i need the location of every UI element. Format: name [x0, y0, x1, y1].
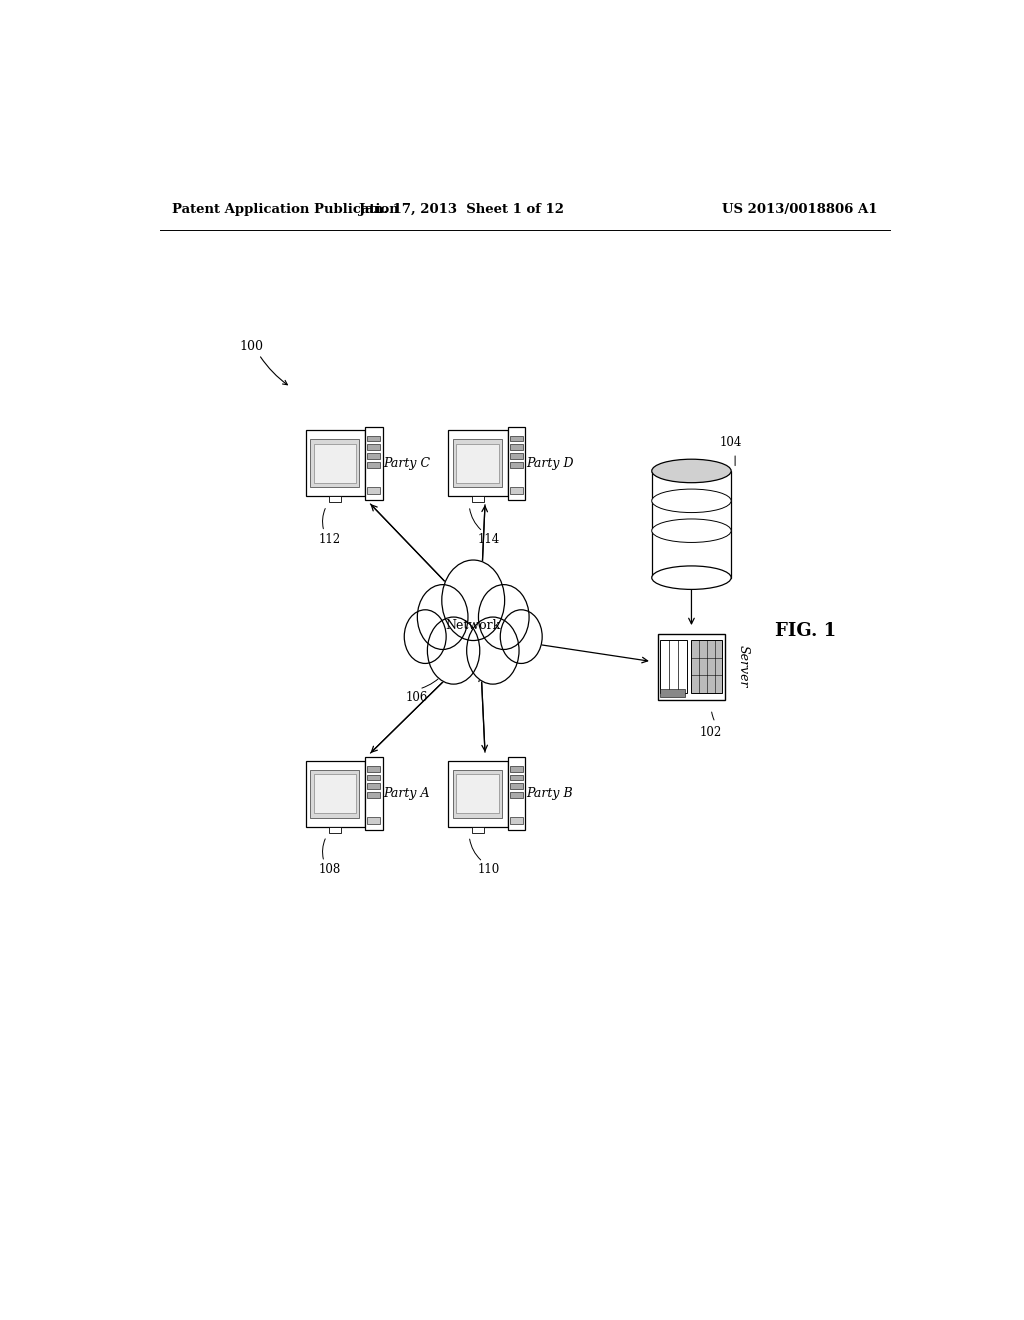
FancyBboxPatch shape: [660, 689, 685, 697]
Circle shape: [501, 610, 542, 664]
Text: 110: 110: [477, 863, 500, 876]
FancyBboxPatch shape: [368, 462, 380, 467]
FancyBboxPatch shape: [366, 426, 383, 500]
FancyBboxPatch shape: [368, 445, 380, 450]
Text: Party C: Party C: [384, 457, 431, 470]
FancyBboxPatch shape: [368, 775, 380, 780]
Text: Database: Database: [685, 495, 698, 554]
FancyBboxPatch shape: [510, 783, 523, 789]
FancyBboxPatch shape: [368, 453, 380, 459]
Text: US 2013/0018806 A1: US 2013/0018806 A1: [723, 203, 878, 215]
FancyBboxPatch shape: [454, 770, 502, 817]
Text: 106: 106: [406, 690, 428, 704]
FancyBboxPatch shape: [368, 487, 380, 494]
FancyBboxPatch shape: [472, 826, 484, 833]
FancyBboxPatch shape: [510, 462, 523, 467]
Text: Patent Application Publication: Patent Application Publication: [172, 203, 398, 215]
Text: 114: 114: [477, 533, 500, 546]
FancyBboxPatch shape: [510, 436, 523, 441]
FancyBboxPatch shape: [472, 496, 484, 503]
FancyBboxPatch shape: [330, 496, 341, 503]
Text: Party D: Party D: [526, 457, 573, 470]
Text: Party B: Party B: [526, 787, 573, 800]
FancyBboxPatch shape: [510, 445, 523, 450]
Circle shape: [418, 585, 468, 649]
Text: 112: 112: [318, 533, 341, 546]
FancyBboxPatch shape: [368, 436, 380, 441]
FancyBboxPatch shape: [368, 783, 380, 789]
Circle shape: [427, 616, 480, 684]
Text: Network: Network: [445, 619, 501, 632]
FancyBboxPatch shape: [660, 640, 687, 693]
FancyBboxPatch shape: [510, 453, 523, 459]
FancyBboxPatch shape: [310, 440, 359, 487]
Ellipse shape: [652, 490, 731, 512]
FancyBboxPatch shape: [313, 774, 356, 813]
FancyBboxPatch shape: [651, 471, 731, 578]
FancyBboxPatch shape: [510, 766, 523, 772]
Circle shape: [467, 616, 519, 684]
FancyBboxPatch shape: [457, 774, 499, 813]
Circle shape: [441, 560, 505, 640]
FancyBboxPatch shape: [305, 430, 366, 496]
FancyBboxPatch shape: [510, 817, 523, 825]
Text: FIG. 1: FIG. 1: [775, 622, 836, 640]
FancyBboxPatch shape: [330, 826, 341, 833]
FancyBboxPatch shape: [457, 444, 499, 483]
FancyBboxPatch shape: [510, 792, 523, 799]
Circle shape: [478, 585, 529, 649]
FancyBboxPatch shape: [368, 766, 380, 772]
Circle shape: [404, 610, 446, 664]
FancyBboxPatch shape: [449, 760, 508, 826]
FancyBboxPatch shape: [305, 760, 366, 826]
FancyBboxPatch shape: [508, 758, 525, 830]
FancyBboxPatch shape: [510, 775, 523, 780]
FancyBboxPatch shape: [657, 634, 725, 700]
Text: Jan. 17, 2013  Sheet 1 of 12: Jan. 17, 2013 Sheet 1 of 12: [358, 203, 564, 215]
FancyBboxPatch shape: [454, 440, 502, 487]
Text: 102: 102: [699, 726, 722, 739]
Text: Server: Server: [736, 645, 750, 688]
FancyBboxPatch shape: [366, 758, 383, 830]
Ellipse shape: [652, 566, 731, 590]
FancyBboxPatch shape: [310, 770, 359, 817]
Text: 108: 108: [318, 863, 341, 876]
FancyBboxPatch shape: [508, 426, 525, 500]
FancyBboxPatch shape: [368, 792, 380, 799]
Text: 100: 100: [239, 341, 263, 352]
Text: Party A: Party A: [384, 787, 430, 800]
FancyBboxPatch shape: [691, 640, 723, 693]
FancyBboxPatch shape: [313, 444, 356, 483]
FancyBboxPatch shape: [510, 487, 523, 494]
FancyBboxPatch shape: [368, 817, 380, 825]
Ellipse shape: [652, 459, 731, 483]
FancyBboxPatch shape: [449, 430, 508, 496]
Text: 104: 104: [719, 437, 741, 450]
Ellipse shape: [652, 519, 731, 543]
